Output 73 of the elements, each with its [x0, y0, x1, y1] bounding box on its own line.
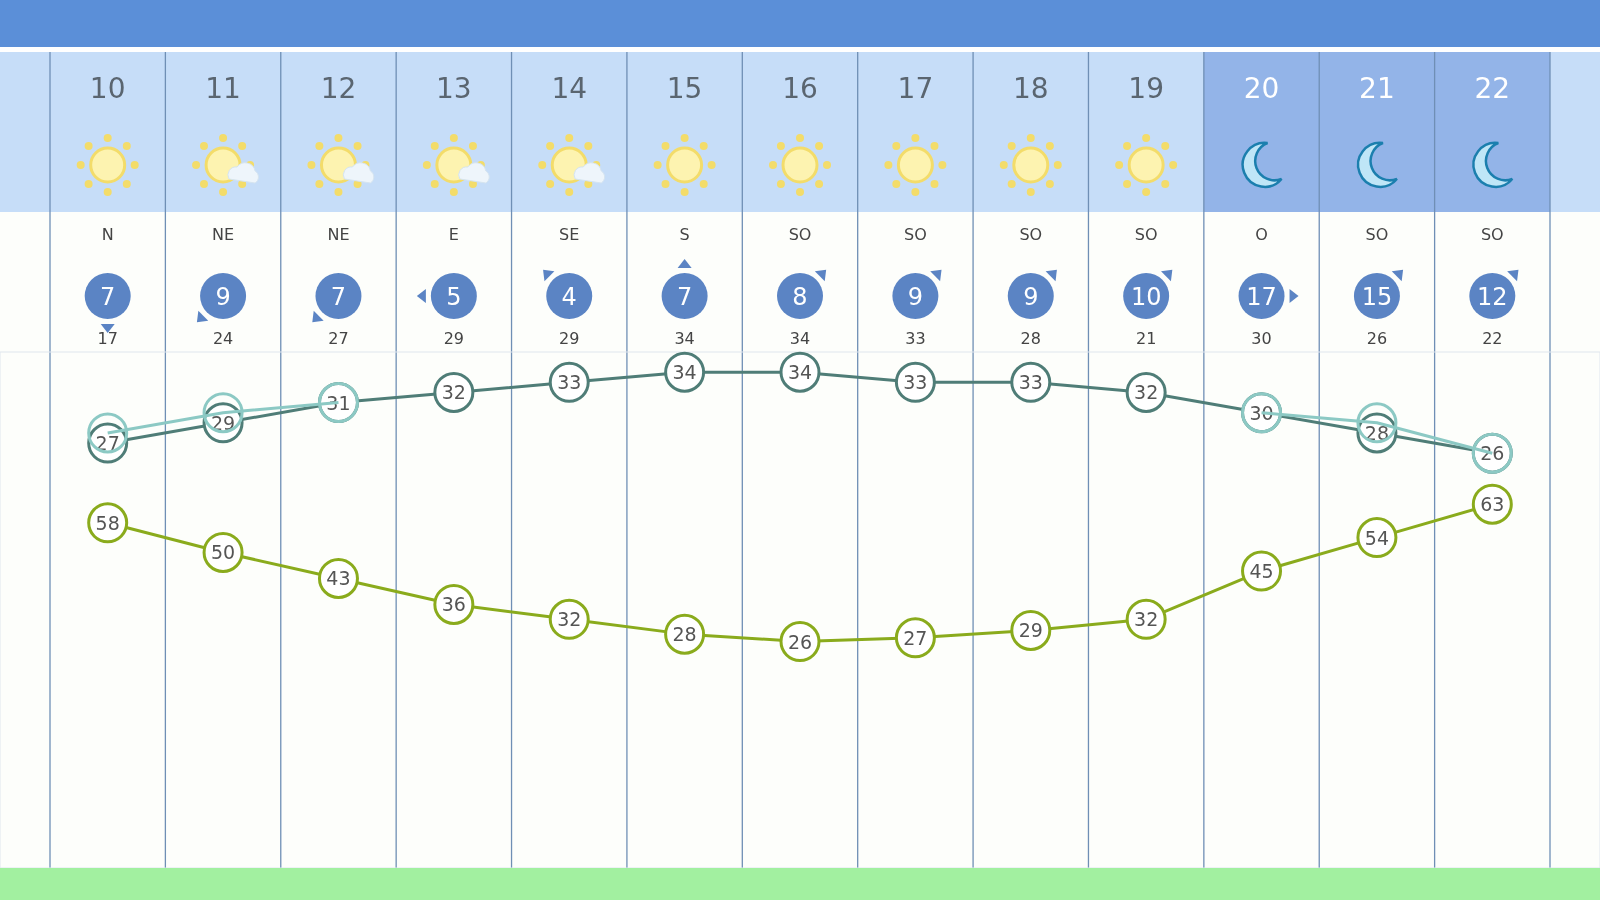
data-label: 33	[1018, 371, 1043, 394]
text: SO	[904, 225, 927, 244]
text: O	[1255, 225, 1268, 244]
text: 9	[907, 283, 924, 311]
data-label: 27	[903, 626, 928, 649]
text: 17	[1246, 283, 1277, 311]
x-tick-label: 14	[551, 72, 588, 105]
text: NE	[212, 225, 235, 244]
data-label: 33	[557, 371, 582, 394]
x-tick-label: 20	[1243, 72, 1280, 105]
text: 9	[1023, 283, 1039, 311]
data-label: 32	[557, 608, 582, 631]
data-label: 26	[1480, 442, 1505, 465]
x-tick-label: 10	[89, 72, 126, 105]
data-label: 32	[1134, 608, 1159, 631]
text: 33	[905, 329, 926, 348]
text: SO	[1019, 225, 1043, 244]
x-tick-label: 18	[1012, 72, 1049, 105]
data-label: 32	[441, 381, 466, 404]
text: 29	[443, 329, 465, 348]
data-label: 26	[787, 630, 813, 653]
text: SE	[559, 225, 580, 244]
text: N	[101, 225, 114, 244]
text: 21	[1135, 329, 1157, 348]
data-label: 54	[1364, 526, 1390, 549]
text: 29	[559, 329, 580, 348]
data-label: 34	[787, 361, 813, 384]
text: 15	[1361, 283, 1393, 311]
text: 26	[1366, 329, 1388, 348]
data-label: 32	[1134, 381, 1159, 404]
text: S	[679, 225, 690, 244]
x-tick-label: 17	[897, 72, 934, 105]
x-tick-label: 19	[1128, 72, 1164, 105]
text: SO	[1480, 225, 1504, 244]
text: 10	[1130, 283, 1162, 311]
text: SO	[1134, 225, 1158, 244]
data-label: 58	[95, 511, 120, 534]
x-tick-label: 21	[1359, 72, 1395, 105]
text: SO	[1365, 225, 1389, 244]
data-label: 63	[1480, 493, 1505, 516]
x-tick-label: 22	[1474, 72, 1511, 105]
text: 22	[1482, 329, 1503, 348]
x-tick-label: 16	[782, 72, 818, 105]
text: NE	[327, 225, 350, 244]
text: 34	[674, 329, 695, 348]
text: E	[448, 225, 459, 244]
text: 17	[97, 329, 118, 348]
text: 7	[676, 283, 693, 311]
text: 28	[1020, 329, 1041, 348]
x-tick-label: 15	[666, 72, 703, 105]
data-label: 29	[1018, 619, 1043, 642]
text: 34	[789, 329, 811, 348]
x-tick-label: 13	[436, 72, 472, 105]
text: 5	[446, 283, 462, 311]
text: 9	[215, 283, 231, 311]
data-label: 36	[441, 593, 466, 616]
text: SO	[788, 225, 812, 244]
text: 7	[330, 283, 347, 311]
text: 12	[1477, 283, 1508, 311]
x-tick-label: 12	[320, 72, 357, 105]
text: 4	[561, 283, 577, 311]
text: 8	[792, 283, 808, 311]
data-label: 28	[672, 623, 697, 646]
data-label: 45	[1249, 560, 1274, 583]
data-label: 50	[210, 541, 236, 564]
text: 7	[100, 283, 116, 311]
x-tick-label: 11	[205, 72, 241, 105]
data-label: 34	[672, 361, 697, 384]
text: 27	[328, 329, 349, 348]
data-label: 43	[326, 567, 351, 590]
text: 30	[1251, 329, 1272, 348]
data-label: 33	[903, 371, 928, 394]
text: 24	[212, 329, 234, 348]
